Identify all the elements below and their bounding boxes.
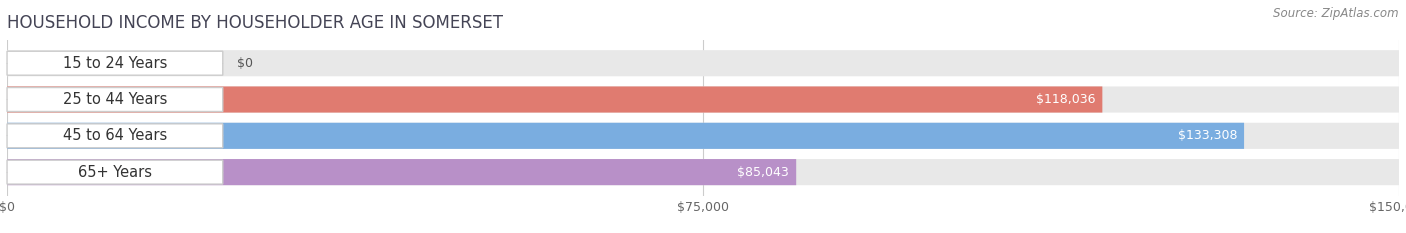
Text: 15 to 24 Years: 15 to 24 Years — [63, 56, 167, 71]
FancyBboxPatch shape — [7, 88, 222, 112]
Text: 25 to 44 Years: 25 to 44 Years — [63, 92, 167, 107]
FancyBboxPatch shape — [7, 160, 222, 184]
FancyBboxPatch shape — [7, 123, 1244, 149]
Text: HOUSEHOLD INCOME BY HOUSEHOLDER AGE IN SOMERSET: HOUSEHOLD INCOME BY HOUSEHOLDER AGE IN S… — [7, 14, 503, 32]
Text: $85,043: $85,043 — [738, 166, 789, 179]
FancyBboxPatch shape — [7, 123, 1399, 149]
Text: 45 to 64 Years: 45 to 64 Years — [63, 128, 167, 143]
FancyBboxPatch shape — [7, 86, 1102, 113]
FancyBboxPatch shape — [7, 51, 222, 75]
Text: $133,308: $133,308 — [1178, 129, 1237, 142]
FancyBboxPatch shape — [7, 159, 1399, 185]
Text: 65+ Years: 65+ Years — [77, 165, 152, 180]
FancyBboxPatch shape — [7, 124, 222, 148]
FancyBboxPatch shape — [7, 50, 1399, 76]
Text: $0: $0 — [236, 57, 253, 70]
Text: $118,036: $118,036 — [1036, 93, 1095, 106]
FancyBboxPatch shape — [7, 86, 1399, 113]
FancyBboxPatch shape — [7, 159, 796, 185]
Text: Source: ZipAtlas.com: Source: ZipAtlas.com — [1274, 7, 1399, 20]
